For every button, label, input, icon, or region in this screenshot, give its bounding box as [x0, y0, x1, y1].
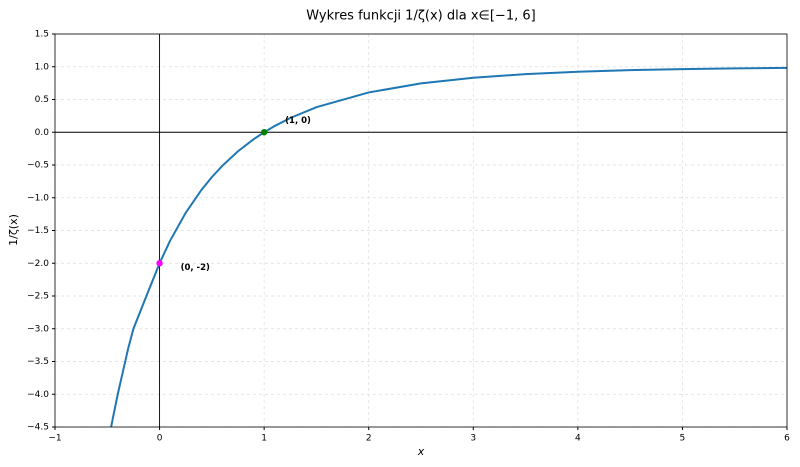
y-tick-label: −3.5 — [27, 357, 49, 367]
x-tick-label: 2 — [366, 434, 372, 444]
highlight-point — [156, 260, 163, 267]
function-curve — [110, 66, 787, 427]
y-tick-label: −1.5 — [27, 226, 49, 236]
y-tick-label: −2.5 — [27, 292, 49, 302]
y-axis-label: 1/ζ(x) — [7, 214, 20, 246]
x-axis-label: x — [417, 445, 425, 458]
x-tick-label: 5 — [680, 434, 686, 444]
highlight-point — [260, 129, 268, 136]
x-tick-label: 1 — [261, 434, 267, 444]
chart-title: Wykres funkcji 1/ζ(x) dla x∈[−1, 6] — [306, 9, 535, 24]
y-tick-label: −4.0 — [27, 390, 49, 400]
plot-area — [110, 66, 787, 427]
y-tick-label: −0.5 — [27, 161, 49, 171]
x-tick-label: 4 — [575, 434, 581, 444]
y-tick-label: 1.5 — [35, 30, 49, 40]
x-tick-label: 3 — [470, 434, 476, 444]
grid — [54, 33, 788, 428]
x-tick-label: 0 — [157, 434, 163, 444]
y-tick-label: 1.0 — [35, 62, 50, 72]
y-tick-label: −1.0 — [27, 193, 49, 203]
y-tick-label: 0.5 — [35, 95, 49, 105]
x-tick-label: 6 — [784, 434, 790, 444]
y-tick-label: 0.0 — [35, 128, 50, 138]
y-tick-label: −4.5 — [27, 423, 49, 433]
point-label: (0, -2) — [181, 263, 210, 273]
y-tick-label: −2.0 — [27, 259, 49, 269]
y-tick-label: −3.0 — [27, 324, 49, 334]
x-tick-label: −1 — [48, 434, 61, 444]
point-label: (1, 0) — [285, 116, 311, 126]
